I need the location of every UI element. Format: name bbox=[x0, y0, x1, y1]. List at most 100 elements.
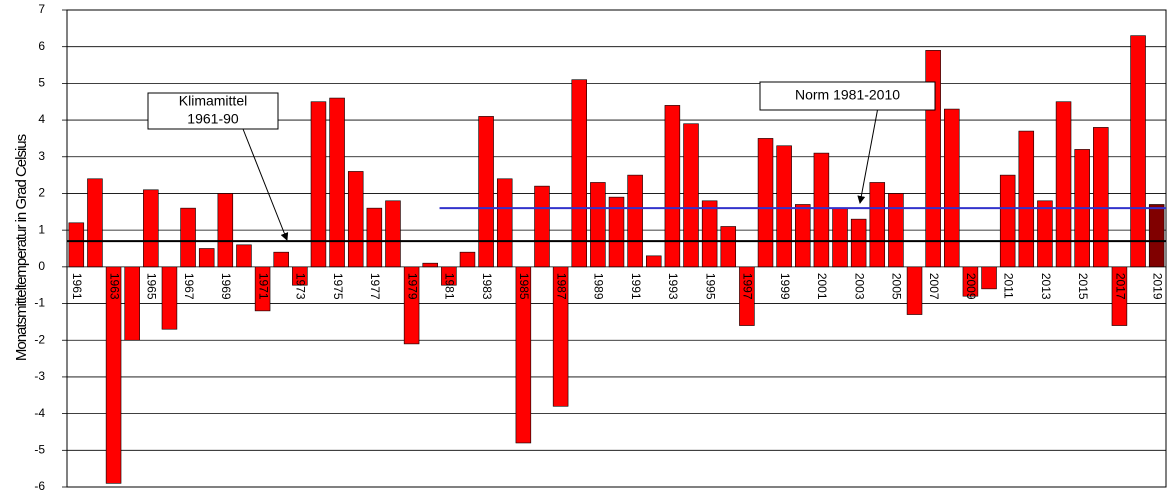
bar bbox=[701, 200, 718, 268]
bar bbox=[590, 182, 606, 268]
y-tick-label: -1 bbox=[34, 296, 45, 310]
bar bbox=[813, 152, 830, 268]
y-tick-label: 7 bbox=[38, 2, 45, 16]
bar bbox=[87, 178, 103, 268]
bar bbox=[161, 266, 178, 330]
bar bbox=[515, 266, 532, 444]
annotation-arrow bbox=[242, 128, 289, 241]
y-tick-label: -3 bbox=[34, 369, 45, 383]
y-tick-label: 1 bbox=[38, 222, 45, 236]
bar bbox=[1111, 266, 1128, 326]
bar bbox=[739, 266, 755, 326]
y-tick-label: -5 bbox=[34, 442, 45, 456]
x-tick-label: 2019 bbox=[1151, 273, 1165, 300]
bar bbox=[888, 193, 904, 268]
bar bbox=[1148, 204, 1165, 268]
bar bbox=[273, 251, 289, 268]
bar bbox=[385, 200, 401, 268]
x-tick-label: 2003 bbox=[852, 273, 866, 300]
bar bbox=[627, 174, 643, 268]
bar bbox=[347, 171, 364, 268]
bar bbox=[757, 138, 774, 268]
x-tick-label: 1961 bbox=[70, 273, 84, 300]
bar bbox=[981, 266, 997, 290]
bar bbox=[776, 145, 792, 268]
bar bbox=[254, 266, 271, 312]
bar bbox=[180, 207, 196, 268]
y-tick-label: 2 bbox=[38, 186, 45, 200]
bar bbox=[1130, 35, 1146, 268]
x-tick-label: 1989 bbox=[592, 273, 606, 300]
x-tick-label: 2007 bbox=[927, 273, 941, 300]
bar bbox=[646, 255, 662, 268]
x-tick-label: 2009 bbox=[964, 273, 978, 300]
x-tick-label: 1977 bbox=[368, 273, 382, 300]
bar bbox=[534, 185, 550, 268]
x-tick-label: 1993 bbox=[666, 273, 680, 300]
bar bbox=[720, 226, 737, 268]
annotation-text: 1961-90 bbox=[187, 111, 239, 127]
y-tick-label: 6 bbox=[38, 39, 45, 53]
x-tick-label: 2015 bbox=[1076, 273, 1090, 300]
bar bbox=[478, 116, 494, 268]
bar bbox=[236, 244, 252, 268]
annotation-text: Klimamittel bbox=[179, 93, 247, 109]
bar bbox=[906, 266, 923, 315]
bar bbox=[366, 207, 383, 268]
bar bbox=[217, 193, 234, 268]
x-tick-label: 1985 bbox=[517, 273, 531, 300]
x-tick-label: 1991 bbox=[629, 273, 643, 300]
x-tick-label: 1975 bbox=[331, 273, 345, 300]
bar bbox=[292, 266, 308, 286]
bar bbox=[198, 248, 215, 268]
bar bbox=[143, 189, 159, 268]
bar bbox=[329, 97, 345, 268]
annotation-box bbox=[147, 92, 279, 130]
x-tick-label: 2013 bbox=[1039, 273, 1053, 300]
x-tick-label: 2017 bbox=[1113, 273, 1127, 300]
x-tick-label: 1973 bbox=[294, 273, 308, 300]
x-tick-label: 2011 bbox=[1001, 273, 1015, 299]
y-tick-label: -6 bbox=[34, 479, 45, 490]
bar bbox=[608, 196, 625, 268]
x-tick-label: 1969 bbox=[219, 273, 233, 300]
bar bbox=[552, 266, 569, 407]
x-tick-label: 1995 bbox=[703, 273, 717, 300]
x-tick-label: 2005 bbox=[890, 273, 904, 300]
x-tick-label: 1963 bbox=[107, 273, 121, 300]
annotation-text: Norm 1981-2010 bbox=[795, 87, 900, 103]
bar bbox=[459, 251, 476, 268]
bar bbox=[496, 178, 513, 268]
y-tick-label: 4 bbox=[38, 112, 45, 126]
x-tick-label: 1981 bbox=[443, 273, 457, 300]
bar bbox=[1018, 130, 1035, 268]
x-tick-label: 2001 bbox=[815, 273, 829, 300]
annotation-box bbox=[759, 81, 936, 111]
y-tick-label: -2 bbox=[34, 332, 45, 346]
x-tick-label: 1999 bbox=[778, 273, 792, 300]
x-tick-label: 1979 bbox=[405, 273, 419, 300]
annotation-arrow bbox=[857, 109, 878, 204]
bar bbox=[1037, 200, 1053, 268]
bar bbox=[422, 262, 438, 268]
x-tick-label: 1965 bbox=[145, 273, 159, 300]
bar bbox=[683, 123, 699, 268]
bar bbox=[124, 266, 140, 341]
bar bbox=[441, 266, 457, 286]
bar bbox=[850, 218, 867, 268]
bar bbox=[664, 105, 681, 268]
bar bbox=[403, 266, 420, 345]
bar bbox=[105, 266, 122, 484]
x-tick-label: 1971 bbox=[256, 273, 270, 300]
y-tick-label: -4 bbox=[34, 406, 45, 420]
bar bbox=[1055, 101, 1072, 268]
bar bbox=[1093, 127, 1109, 268]
bar bbox=[68, 222, 85, 268]
y-axis-label: Monatsmitteltemperatur in Grad Celsius bbox=[13, 134, 30, 361]
bar bbox=[310, 101, 327, 268]
y-tick-label: 5 bbox=[38, 76, 45, 90]
bar bbox=[944, 108, 960, 268]
x-tick-label: 1997 bbox=[741, 273, 755, 300]
y-tick-label: 3 bbox=[38, 149, 45, 163]
